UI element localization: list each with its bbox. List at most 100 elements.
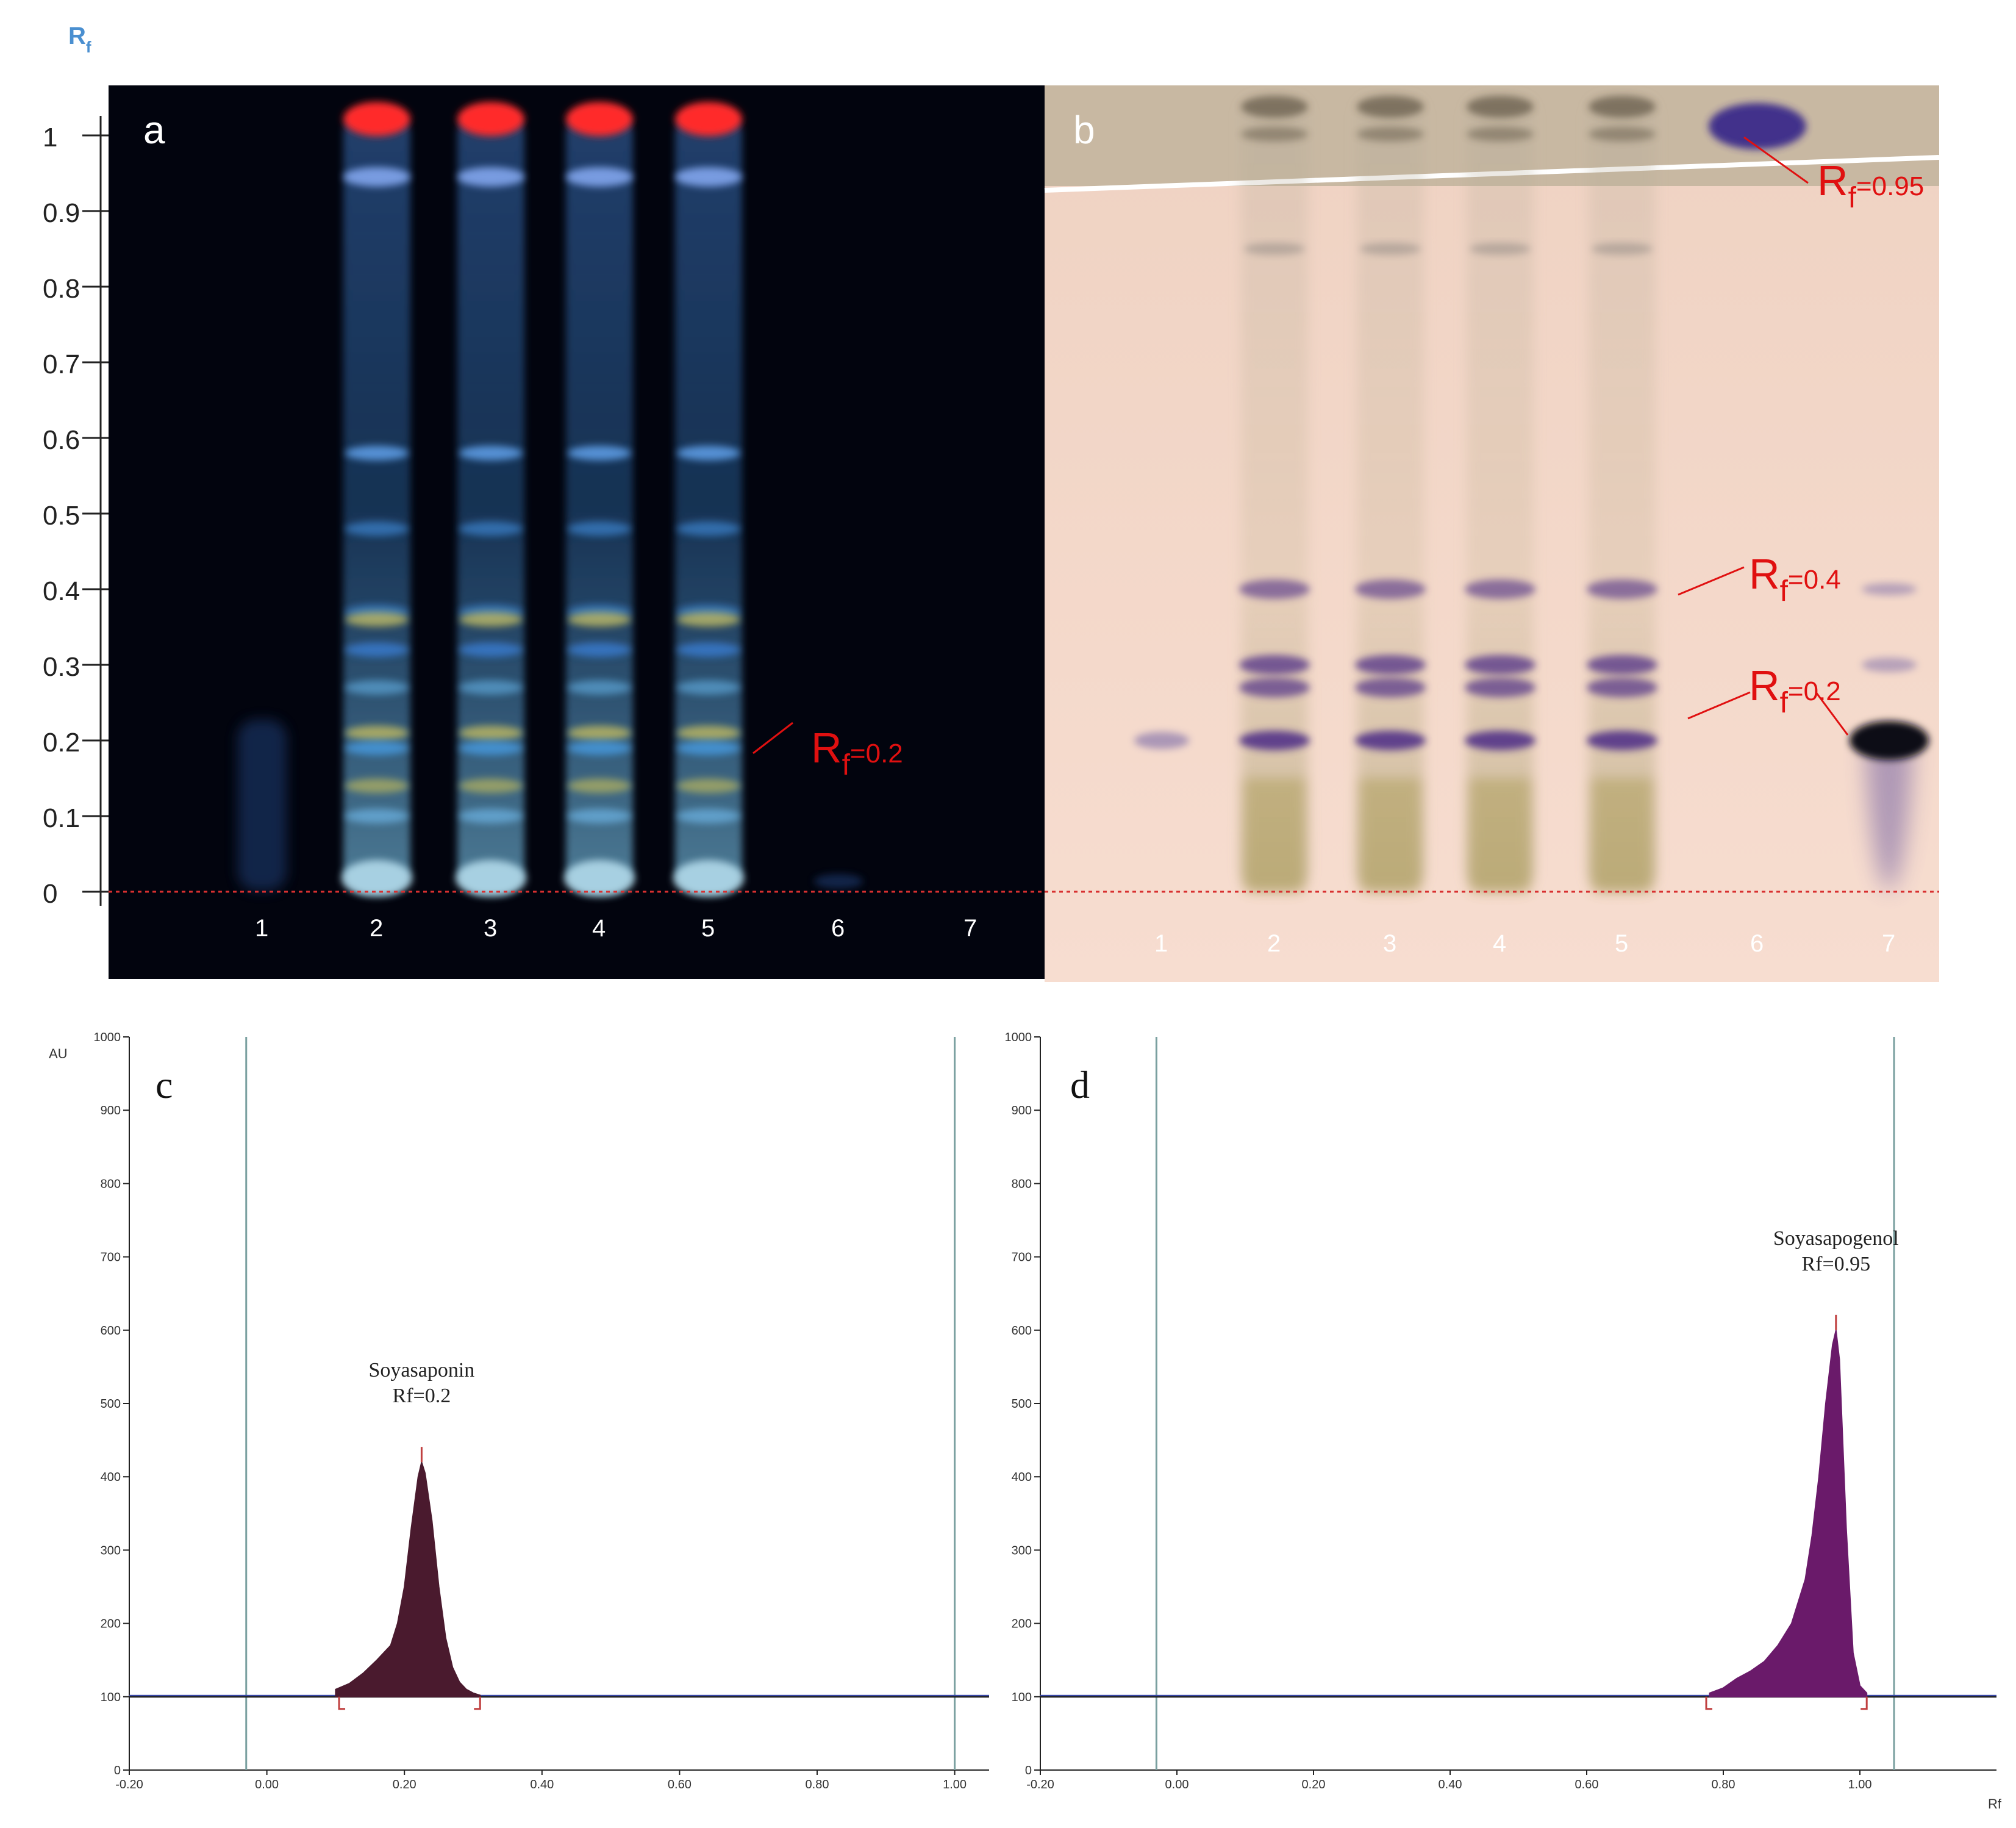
plate-b-annotation-line-02b bbox=[1815, 692, 1849, 736]
plate-b-band bbox=[1587, 731, 1657, 750]
plate-a-band bbox=[343, 167, 410, 187]
plate-a-annotation: Rf=0.2 bbox=[811, 724, 903, 781]
x-tick-label: 0.80 bbox=[1712, 1778, 1735, 1791]
y-tick-label: 200 bbox=[1012, 1618, 1032, 1631]
plate-a-band bbox=[345, 778, 409, 794]
plate-a-band bbox=[677, 521, 740, 536]
x-tick-label: 0.40 bbox=[530, 1778, 554, 1791]
plate-a-band bbox=[459, 445, 523, 461]
rf-axis-tick-label: 1 bbox=[43, 123, 57, 152]
plate-b-annotation-line-02 bbox=[1687, 691, 1751, 720]
plate-b-annotation-095: Rf=0.95 bbox=[1817, 157, 1924, 214]
plate-a-band bbox=[566, 167, 633, 187]
y-tick-label: 300 bbox=[1012, 1544, 1032, 1557]
x-tick-label: 1.00 bbox=[1848, 1778, 1872, 1791]
y-tick-label: 800 bbox=[101, 1177, 121, 1191]
plate-a-band bbox=[345, 445, 409, 461]
plate-b-band bbox=[1355, 678, 1426, 698]
plate-a-band bbox=[568, 740, 631, 756]
plate-a-band bbox=[568, 680, 631, 695]
plate-b-band bbox=[1134, 732, 1189, 749]
plate-a-band bbox=[345, 680, 409, 695]
plate-b-lane-label: 5 bbox=[1615, 930, 1628, 957]
plate-b-yellow-zone bbox=[1360, 778, 1421, 892]
chart-d: d Rf 0 100 200 300 400 500 600 700 800 900 1000 -0.… bbox=[1005, 1031, 2002, 1812]
plate-b-band bbox=[1587, 678, 1657, 698]
plate-a-lanes bbox=[238, 102, 863, 897]
plate-b-tail bbox=[1865, 740, 1914, 892]
rf-axis-tick-label: 0 bbox=[43, 879, 57, 909]
plate-a-lane-label: 5 bbox=[701, 915, 715, 942]
plate-a-band bbox=[677, 680, 740, 695]
x-tick-label: -0.20 bbox=[1026, 1778, 1054, 1791]
plate-a-letter: a bbox=[143, 108, 165, 152]
plate-a-band bbox=[459, 521, 523, 536]
chart-c-ylabel: AU bbox=[49, 1046, 68, 1061]
plate-a-lane-label: 7 bbox=[963, 915, 977, 942]
plate-a-band bbox=[677, 740, 740, 756]
plate-b-lanes bbox=[1134, 96, 1929, 892]
y-tick-label: 0 bbox=[1025, 1764, 1032, 1777]
rf-axis-tick-label: 0.3 bbox=[43, 652, 80, 682]
x-tick-label: 0.00 bbox=[255, 1778, 279, 1791]
rf-axis-tick-label: 0.5 bbox=[43, 501, 80, 531]
plate-a-band bbox=[457, 167, 524, 187]
peak-label: Soyasapogenol bbox=[1773, 1227, 1899, 1250]
plate-a-band bbox=[568, 778, 631, 794]
peak-label: Rf=0.2 bbox=[393, 1385, 451, 1407]
plate-b-band bbox=[1355, 731, 1426, 750]
plate-b-band bbox=[1862, 583, 1917, 595]
plate-b-lane-streak bbox=[1241, 98, 1308, 891]
plate-a-lane-streak bbox=[343, 110, 410, 894]
plate-b-annotation-04: Rf=0.4 bbox=[1749, 550, 1841, 608]
plate-b-band bbox=[1587, 655, 1657, 675]
plate-a-band bbox=[345, 725, 409, 740]
plate-a-band bbox=[568, 642, 631, 658]
x-tick-label: 0.60 bbox=[668, 1778, 692, 1791]
y-tick-label: 700 bbox=[101, 1251, 121, 1264]
plate-a-origin-spot bbox=[341, 860, 412, 897]
y-tick-label: 900 bbox=[1012, 1104, 1032, 1117]
plate-a: a 1 2 3 4 5 6 7 Rf=0.2 bbox=[109, 85, 1045, 979]
plate-b-lane-streak bbox=[1357, 98, 1424, 891]
y-tick-label: 700 bbox=[1012, 1251, 1032, 1264]
plate-a-lane-label: 4 bbox=[592, 915, 606, 942]
plate-a-lane-label: 3 bbox=[484, 915, 497, 942]
plate-a-band bbox=[677, 612, 740, 627]
plate-a-lane-streak bbox=[238, 720, 287, 891]
plate-b-lane-labels: 1 2 3 4 5 6 7 bbox=[1154, 930, 1895, 957]
rf-axis-tick-label: 0.9 bbox=[43, 198, 80, 228]
plate-b-yellow-zone bbox=[1592, 778, 1653, 892]
rf-axis: Rf 0 0.1 0.2 0.3 0.4 0.5 0.6 0.7 0.8 0.9 1 bbox=[43, 23, 109, 909]
plate-a-band bbox=[459, 680, 523, 695]
integration-bound bbox=[1705, 1696, 1712, 1710]
integration-bound bbox=[474, 1696, 481, 1710]
plate-b-lane-streak bbox=[1589, 98, 1656, 891]
plate-b-lane-label: 1 bbox=[1154, 930, 1168, 957]
plate-a-red-spot bbox=[566, 102, 633, 136]
plate-b-letter: b bbox=[1073, 108, 1095, 152]
plate-b-lane-label: 7 bbox=[1882, 930, 1895, 957]
plate-a-origin-spot bbox=[814, 874, 863, 889]
rf-axis-tick-label: 0.8 bbox=[43, 274, 80, 304]
plate-b-band bbox=[1465, 579, 1535, 599]
plate-b-band bbox=[1244, 243, 1305, 255]
plate-a-band bbox=[345, 521, 409, 536]
plate-b-band bbox=[1465, 655, 1535, 675]
plate-a-band bbox=[675, 167, 742, 187]
plate-a-band bbox=[568, 809, 631, 823]
plate-b-band bbox=[1357, 127, 1424, 142]
plate-a-lane-label: 1 bbox=[255, 915, 268, 942]
plate-a-lane-streak bbox=[457, 110, 524, 894]
plate-b-band bbox=[1241, 96, 1308, 118]
plate-a-origin-spot bbox=[673, 860, 744, 897]
plate-a-red-spot bbox=[343, 102, 410, 136]
y-tick-label: 400 bbox=[1012, 1471, 1032, 1484]
plate-a-band bbox=[677, 778, 740, 794]
plate-a-red-spot bbox=[457, 102, 524, 136]
x-tick-label: 0.80 bbox=[806, 1778, 829, 1791]
plate-a-band bbox=[345, 740, 409, 756]
rf-axis-tick-label: 0.4 bbox=[43, 576, 80, 606]
plate-a-band bbox=[677, 642, 740, 658]
rf-axis-tick-label: 0.6 bbox=[43, 425, 80, 455]
